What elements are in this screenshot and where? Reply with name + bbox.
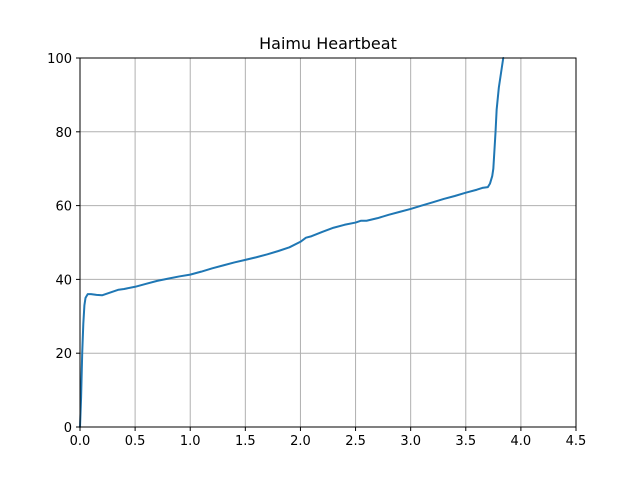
series-layer	[79, 57, 505, 428]
x-tick-label: 0.5	[125, 434, 146, 449]
x-tick-label: 3.0	[400, 434, 421, 449]
y-tick-label: 100	[47, 52, 72, 67]
chart-title: Haimu Heartbeat	[259, 34, 397, 53]
y-tick-label: 20	[55, 347, 72, 362]
x-tick-label: 4.0	[511, 434, 532, 449]
y-tick-label: 80	[55, 126, 72, 141]
axis-ticks: 0.0 0.5 1.0 1.5 2.0 2.5 3.0 3.5 4.0 4.5 0 20 40 60 80 1…	[47, 52, 586, 449]
x-tick-label: 4.5	[566, 434, 587, 449]
y-tick-label: 0	[64, 421, 72, 436]
axes-frame	[79, 57, 577, 428]
x-tick-label: 0.0	[70, 434, 91, 449]
x-tick-label: 3.5	[455, 434, 476, 449]
x-tick-label: 1.0	[180, 434, 201, 449]
plot-area	[80, 58, 576, 427]
x-tick-label: 2.0	[290, 434, 311, 449]
y-tick-label: 40	[55, 273, 72, 288]
y-tick-label: 60	[55, 200, 72, 215]
series-line	[79, 57, 505, 428]
x-tick-label: 1.5	[235, 434, 256, 449]
x-tick-label: 2.5	[345, 434, 366, 449]
